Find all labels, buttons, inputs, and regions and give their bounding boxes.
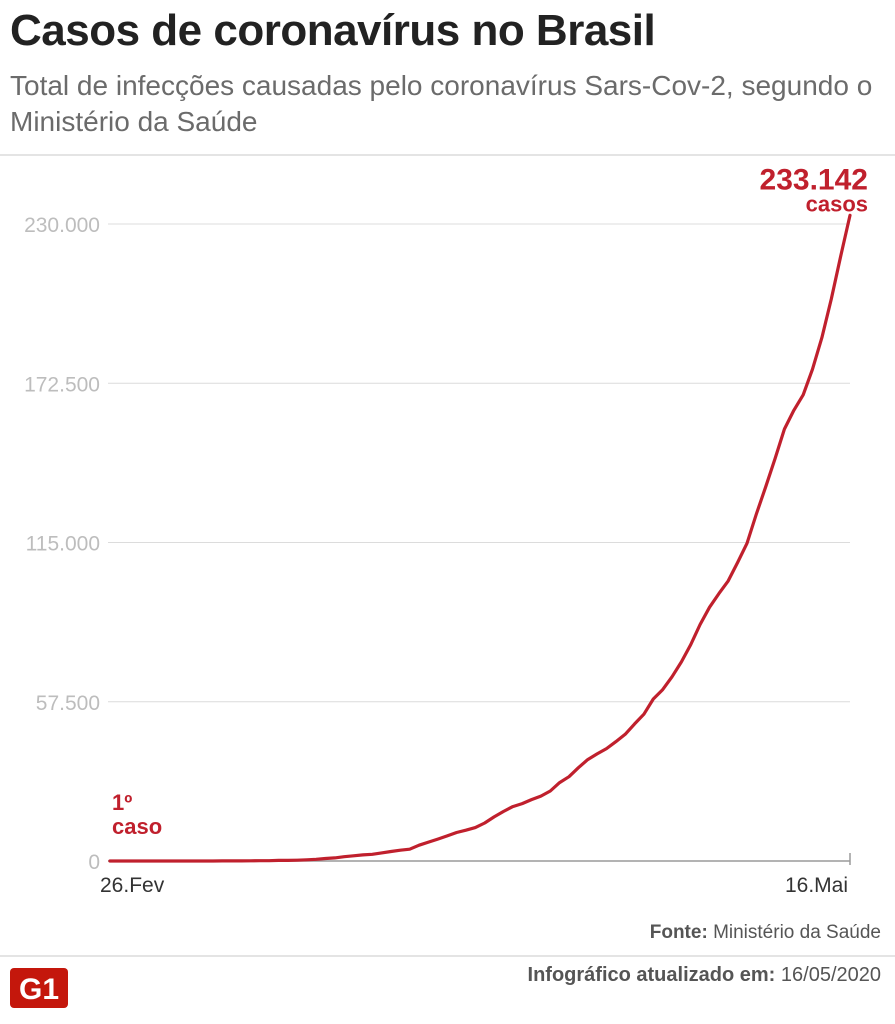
- end-value-annotation: 233.142: [760, 163, 868, 196]
- g1-logo: G1: [10, 968, 68, 1008]
- start-annotation-line2: caso: [112, 814, 162, 839]
- chart-subtitle: Total de infecções causadas pelo coronav…: [10, 70, 873, 137]
- updated-date: 16/05/2020: [780, 964, 881, 986]
- y-tick-label: 230.000: [24, 214, 100, 237]
- top-divider: [0, 154, 895, 156]
- end-unit-annotation: casos: [806, 191, 868, 216]
- x-tick-label-end: 16.Mai: [785, 874, 848, 897]
- start-annotation-line1: 1º: [112, 790, 132, 815]
- y-tick-label: 57.500: [36, 692, 100, 715]
- source-value: Ministério da Saúde: [713, 922, 881, 943]
- series-line-cases: [108, 213, 852, 863]
- bottom-divider: [0, 955, 895, 957]
- chart-title: Casos de coronavírus no Brasil: [10, 6, 656, 55]
- line-chart: 0 57.500 115.000 172.500 230.000 26.Fev 16.Mai…: [24, 163, 868, 897]
- y-tick-label: 0: [88, 851, 100, 874]
- source-note: Fonte: Ministério da Saúde: [650, 922, 881, 944]
- y-tick-label: 172.500: [24, 373, 100, 396]
- source-label: Fonte:: [649, 922, 708, 943]
- svg-text:G1: G1: [19, 973, 59, 1006]
- y-tick-label: 115.000: [26, 533, 100, 556]
- x-tick-label-start: 26.Fev: [100, 874, 165, 897]
- updated-label: Infográfico atualizado em:: [527, 964, 776, 986]
- updated-note: Infográfico atualizado em: 16/05/2020: [528, 964, 881, 987]
